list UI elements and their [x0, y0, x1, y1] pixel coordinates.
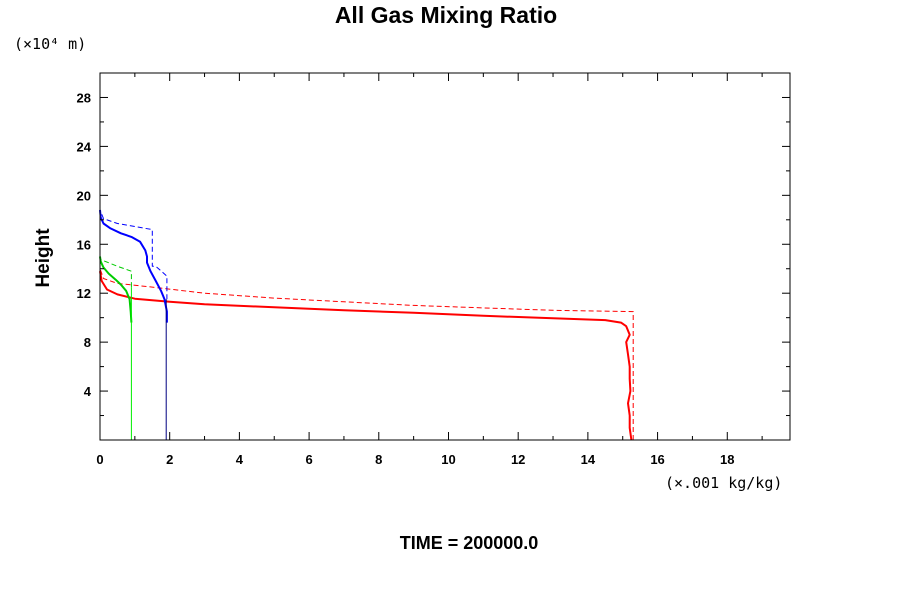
x-axis-unit: (×.001 kg/kg) — [665, 474, 782, 492]
series-line-3 — [99, 209, 168, 323]
x-tick-label: 6 — [305, 452, 312, 467]
x-tick-label: 14 — [581, 452, 596, 467]
series-line-2 — [99, 268, 634, 440]
x-tick-label: 0 — [96, 452, 103, 467]
x-tick-label: 18 — [720, 452, 734, 467]
x-tick-label: 12 — [511, 452, 525, 467]
series-line-4 — [99, 209, 168, 300]
x-tick-label: 4 — [236, 452, 244, 467]
y-axis-label: Height — [33, 228, 54, 288]
plot-frame — [99, 72, 791, 441]
series-layer — [99, 73, 634, 441]
series-line-1 — [99, 271, 633, 441]
time-label: TIME = 200000.0 — [400, 533, 539, 553]
series-line-7 — [99, 258, 132, 288]
y-tick-label: 20 — [77, 188, 91, 203]
y-tick-label: 8 — [84, 335, 91, 350]
y-tick-label: 28 — [77, 90, 91, 105]
x-tick-label: 8 — [375, 452, 382, 467]
y-tick-label: 24 — [77, 139, 92, 154]
y-tick-label: 16 — [77, 237, 91, 252]
y-tick-label: 12 — [77, 286, 91, 301]
x-tick-label: 10 — [441, 452, 455, 467]
x-tick-label: 2 — [166, 452, 173, 467]
y-tick-label: 4 — [84, 384, 92, 399]
y-axis-unit: (×10⁴ m) — [14, 35, 86, 53]
chart-title: All Gas Mixing Ratio — [335, 2, 557, 28]
series-line-6 — [99, 256, 133, 323]
x-tick-label: 16 — [650, 452, 664, 467]
